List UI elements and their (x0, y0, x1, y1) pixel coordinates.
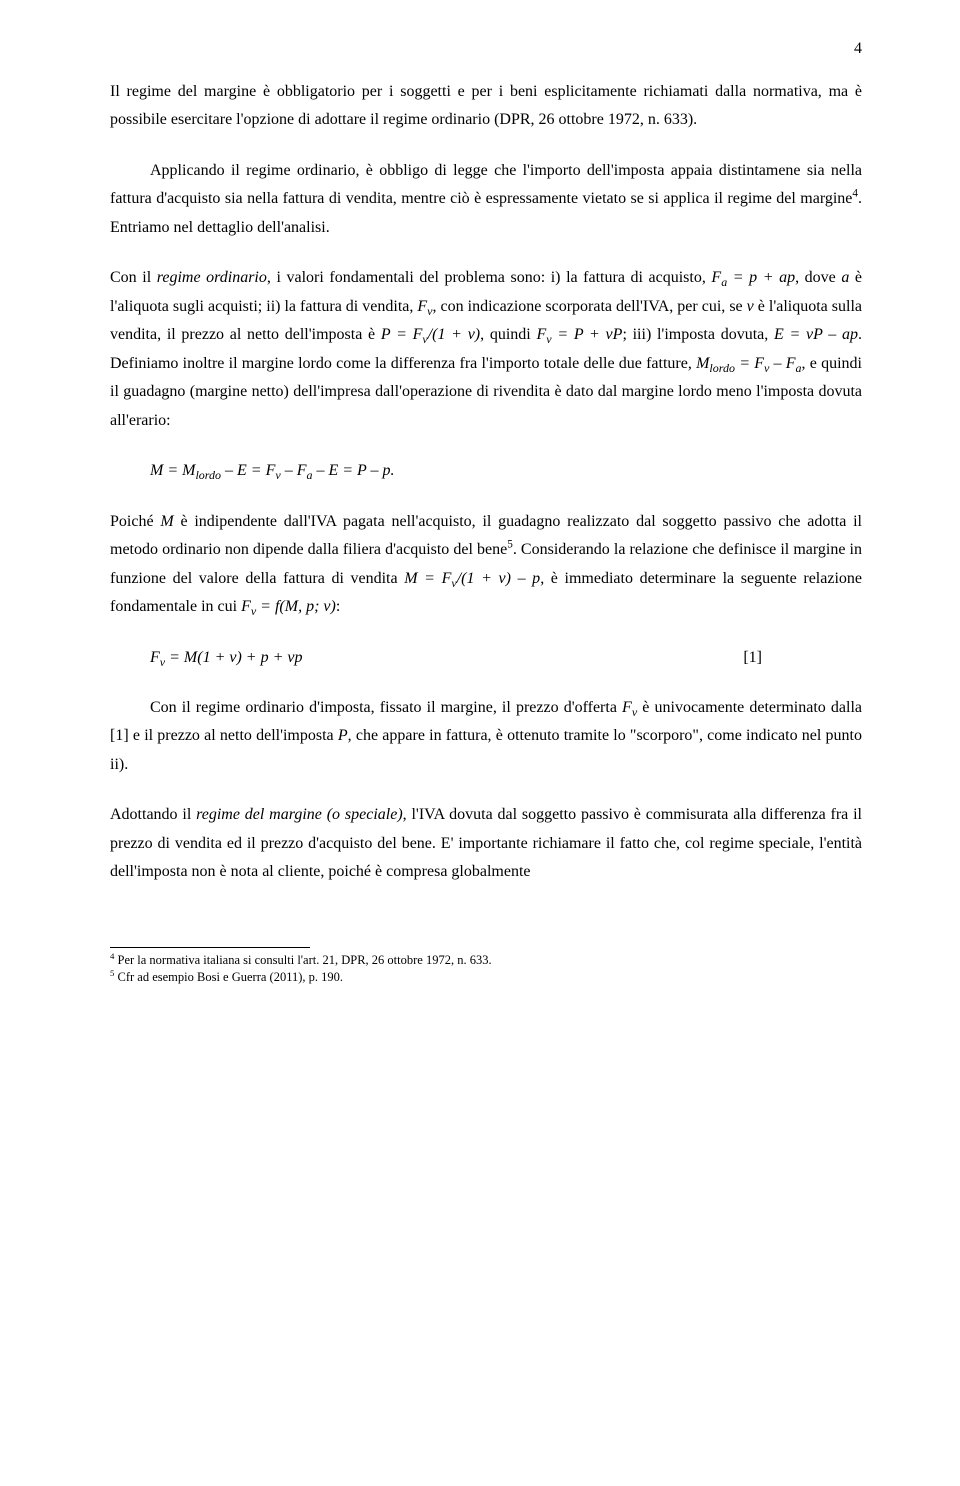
paragraph-1: Il regime del margine è obbligatorio per… (110, 78, 862, 135)
page-number: 4 (854, 40, 862, 58)
p3-f: , dove (795, 269, 841, 286)
eq2-label: [1] (743, 644, 862, 672)
paragraph-4: Poiché M è indipendente dall'IVA pagata … (110, 508, 862, 622)
p3-a: Con il (110, 269, 157, 286)
equation-1: M = Mlordo – E = Fv – Fa – E = P – p. (110, 457, 862, 485)
p3-w: – F (769, 355, 795, 372)
p3-i: F (417, 298, 427, 315)
p3-m: P = F (381, 326, 423, 343)
p5-d: P (338, 727, 348, 744)
p3-e: = p + ap (727, 269, 795, 286)
paragraph-3: Con il regime ordinario, i valori fondam… (110, 264, 862, 435)
p6-b: regime del margine (o speciale) (196, 806, 403, 823)
p4-a: Poiché (110, 513, 160, 530)
p4-j: : (336, 598, 340, 615)
eq1-a-sub: lordo (195, 468, 221, 482)
p3-o: , quindi (480, 326, 536, 343)
p3-k: v (747, 298, 754, 315)
paragraph-6: Adottando il regime del margine (o speci… (110, 801, 862, 886)
p3-c: , i valori fondamentali del problema son… (267, 269, 712, 286)
p3-j: , con indicazione scorporata dell'IVA, p… (433, 298, 747, 315)
paragraph-5: Con il regime ordinario d'imposta, fissa… (110, 694, 862, 779)
eq2-b: = M(1 + v) + p + vp (165, 649, 302, 666)
p4-e: M = F (404, 570, 451, 587)
eq1-content: M = Mlordo – E = Fv – Fa – E = P – p. (150, 457, 395, 485)
p4-b: M (160, 513, 173, 530)
eq1-b: – E = F (221, 462, 275, 479)
page: 4 Il regime del margine è obbligatorio p… (0, 0, 960, 1486)
eq2-content: Fv = M(1 + v) + p + vp (150, 644, 302, 672)
p3-d: F (711, 269, 721, 286)
p3-b: regime ordinario (157, 269, 267, 286)
p3-u-sub: lordo (709, 361, 735, 375)
eq2-a: F (150, 649, 160, 666)
p5-b: F (622, 699, 632, 716)
footnote-rule (110, 947, 310, 948)
p5-a: Con il regime ordinario d'imposta, fissa… (150, 699, 622, 716)
p3-n: /(1 + v) (428, 326, 480, 343)
footnote-4-text: Per la normativa italiana si consulti l'… (114, 953, 491, 967)
p3-p: F (536, 326, 546, 343)
p2-text-a: Applicando il regime ordinario, è obblig… (110, 162, 862, 207)
p3-v: = F (735, 355, 764, 372)
footnote-4: 4 Per la normativa italiana si consulti … (110, 952, 862, 969)
p3-u: M (696, 355, 709, 372)
p4-f: /(1 + v) – p (457, 570, 540, 587)
p4-h: F (241, 598, 251, 615)
p3-s: E = vP – ap (774, 326, 858, 343)
eq1-a: M = M (150, 462, 195, 479)
equation-2: Fv = M(1 + v) + p + vp [1] (110, 644, 862, 672)
p3-r: ; iii) l'imposta dovuta, (622, 326, 774, 343)
footnote-5-text: Cfr ad esempio Bosi e Guerra (2011), p. … (114, 970, 343, 984)
p4-i: = f(M, p; v) (256, 598, 336, 615)
eq1-c: – F (281, 462, 307, 479)
p3-q: = P + vP (552, 326, 623, 343)
footnote-5: 5 Cfr ad esempio Bosi e Guerra (2011), p… (110, 969, 862, 986)
p6-a: Adottando il (110, 806, 196, 823)
paragraph-2: Applicando il regime ordinario, è obblig… (110, 157, 862, 242)
eq1-d: – E = P – p. (312, 462, 394, 479)
